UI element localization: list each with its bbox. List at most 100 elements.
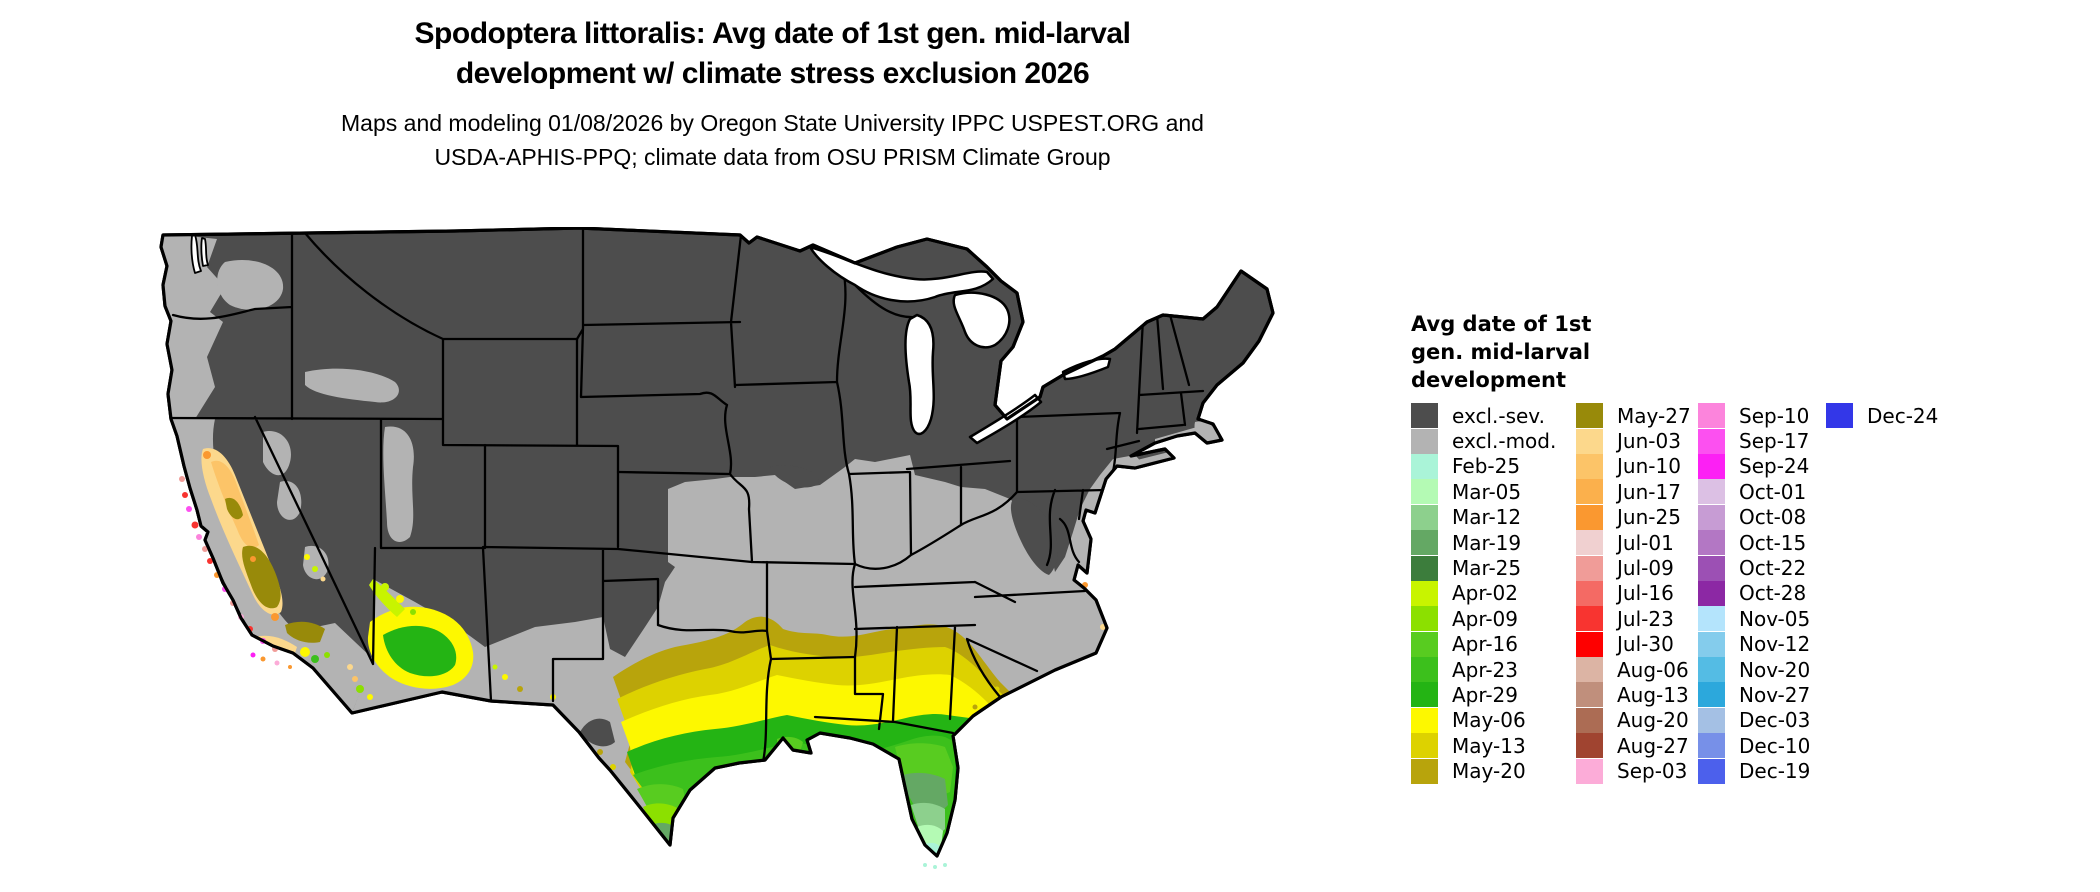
legend-swatch: [1576, 555, 1603, 581]
legend-item: Jul-16: [1576, 580, 1698, 606]
legend-item: Dec-24: [1826, 403, 1938, 429]
legend-swatch: [1411, 428, 1438, 454]
legend-swatch: [1576, 580, 1603, 606]
legend-item: Oct-08: [1698, 504, 1826, 530]
legend-item: Mar-12: [1411, 504, 1576, 530]
legend-item: excl.-mod.: [1411, 428, 1576, 454]
legend-swatch: [1411, 479, 1438, 505]
legend-item: Mar-25: [1411, 555, 1576, 581]
legend-item: Dec-19: [1698, 758, 1826, 784]
legend-item: Apr-09: [1411, 606, 1576, 632]
legend-item: Nov-27: [1698, 682, 1826, 708]
legend-item: Mar-05: [1411, 479, 1576, 505]
legend-swatch: [1576, 631, 1603, 657]
legend-swatch: [1411, 733, 1438, 759]
legend-label: Apr-23: [1452, 657, 1518, 682]
legend-swatch: [1576, 733, 1603, 759]
region-excl-sev-appalachia: [1010, 498, 1058, 575]
legend-swatch: [1698, 403, 1725, 429]
legend-column: excl.-sev. excl.-mod. Feb-25 Mar-05 Mar-12 Ma…: [1411, 403, 1576, 784]
legend-swatch: [1576, 707, 1603, 733]
legend-item: Nov-12: [1698, 631, 1826, 657]
legend-swatch: [1698, 580, 1725, 606]
legend-swatch: [1411, 580, 1438, 606]
puget-sound: [190, 234, 209, 274]
legend-label: Jul-30: [1617, 632, 1674, 657]
region-arizona-apr29: [383, 625, 457, 677]
legend-label: Apr-09: [1452, 606, 1518, 631]
legend-swatch: [1411, 707, 1438, 733]
legend-swatch: [1576, 504, 1603, 530]
region-arizona-apr02: [369, 579, 405, 617]
legend-label: Dec-03: [1739, 708, 1811, 733]
legend-swatch: [1698, 707, 1725, 733]
region-socal-may27: [285, 621, 325, 643]
legend-label: Nov-05: [1739, 606, 1811, 631]
legend-swatch: [1576, 657, 1603, 683]
legend-item: Nov-20: [1698, 657, 1826, 683]
legend-item: Mar-19: [1411, 530, 1576, 556]
legend-swatch: [1698, 682, 1725, 708]
legend-title-line3: development: [1411, 368, 1566, 392]
legend-label: Aug-27: [1617, 733, 1689, 758]
legend-item: Jun-10: [1576, 453, 1698, 479]
legend-swatch: [1411, 682, 1438, 708]
legend-item: Nov-05: [1698, 606, 1826, 632]
legend-item: May-13: [1411, 733, 1576, 759]
legend-label: Mar-19: [1452, 530, 1522, 555]
legend-label: Dec-19: [1739, 759, 1811, 784]
legend-label: Mar-12: [1452, 505, 1522, 530]
legend-swatch: [1411, 453, 1438, 479]
legend-label: Aug-06: [1617, 657, 1689, 682]
legend-label: Oct-28: [1739, 581, 1807, 606]
legend-title-line1: Avg date of 1st: [1411, 312, 1592, 336]
legend-swatch: [1411, 758, 1438, 784]
legend-swatch: [1698, 657, 1725, 683]
conus-outline: [159, 227, 1275, 858]
legend-label: excl.-mod.: [1452, 429, 1557, 454]
legend-label: Dec-10: [1739, 733, 1811, 758]
legend-label: Jun-10: [1617, 454, 1681, 479]
legend-item: Apr-23: [1411, 657, 1576, 683]
legend-swatch: [1698, 606, 1725, 632]
legend-title: Avg date of 1st gen. mid-larval developm…: [1411, 310, 2081, 394]
legend-item: Aug-20: [1576, 707, 1698, 733]
legend-label: Feb-25: [1452, 454, 1521, 479]
legend-swatch: [1576, 758, 1603, 784]
region-excl-mod-columbia-basin: [217, 260, 284, 310]
legend-item: Sep-03: [1576, 758, 1698, 784]
legend: Avg date of 1st gen. mid-larval developm…: [1411, 310, 2081, 784]
map-specks: [179, 451, 1106, 869]
legend-swatch: [1698, 631, 1725, 657]
legend-swatch: [1698, 479, 1725, 505]
legend-item: Jun-25: [1576, 504, 1698, 530]
state-borders: [167, 228, 1205, 764]
map-title-line2: development w/ climate stress exclusion …: [455, 57, 1090, 90]
legend-label: Jun-03: [1617, 429, 1681, 454]
legend-item: May-27: [1576, 403, 1698, 429]
legend-label: Apr-02: [1452, 581, 1518, 606]
legend-swatch: [1411, 504, 1438, 530]
legend-label: Oct-01: [1739, 479, 1807, 504]
legend-item: Jul-30: [1576, 631, 1698, 657]
legend-label: Nov-12: [1739, 632, 1811, 657]
legend-label: Sep-17: [1739, 429, 1810, 454]
legend-label: Mar-05: [1452, 479, 1522, 504]
legend-swatch: [1576, 530, 1603, 556]
legend-label: May-27: [1617, 403, 1691, 428]
legend-swatch: [1411, 555, 1438, 581]
region-florida-mar19: [903, 772, 948, 814]
legend-swatch: [1576, 428, 1603, 454]
legend-label: Jun-25: [1617, 505, 1681, 530]
legend-column: Sep-10 Sep-17 Sep-24 Oct-01 Oct-08 Oct-15 Oct-…: [1698, 403, 1826, 784]
map-header: Spodoptera littoralis: Avg date of 1st g…: [0, 14, 1545, 174]
legend-item: Oct-01: [1698, 479, 1826, 505]
region-excl-sev-north-missouri: [770, 465, 820, 488]
legend-label: Sep-03: [1617, 759, 1688, 784]
map-subtitle-line2: USDA-APHIS-PPQ; climate data from OSU PR…: [434, 144, 1111, 170]
legend-item: May-20: [1411, 758, 1576, 784]
legend-item: Jun-17: [1576, 479, 1698, 505]
lake-superior: [808, 245, 995, 303]
region-excl-mod-utah: [383, 426, 414, 542]
legend-label: Nov-20: [1739, 657, 1811, 682]
